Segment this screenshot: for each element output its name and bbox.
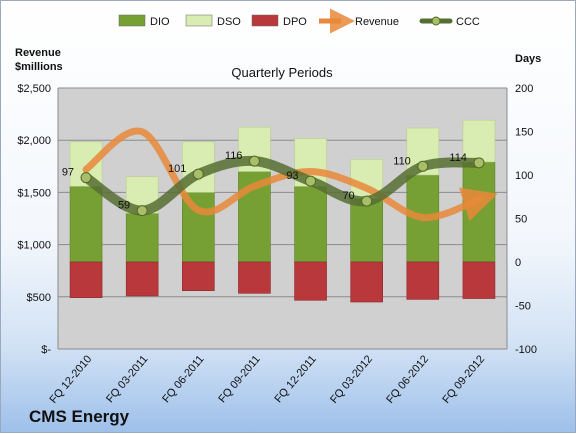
- legend-label-dso: DSO: [217, 16, 241, 28]
- left-tick-label: $-: [41, 344, 51, 356]
- x-tick-label: FQ 06-2012: [384, 353, 431, 406]
- legend-swatch-dso: [186, 15, 212, 26]
- ccc-point: [137, 206, 147, 216]
- ccc-point: [474, 158, 484, 168]
- ccc-data-label: 97: [62, 167, 74, 179]
- ccc-point: [362, 196, 372, 206]
- ccc-data-label: 110: [393, 155, 411, 167]
- legend-label-ccc: CCC: [456, 16, 480, 28]
- legend-swatch-ccc-dot: [432, 17, 440, 25]
- ccc-data-label: 101: [168, 163, 186, 175]
- x-tick-label: FQ 09-2011: [216, 353, 262, 405]
- ccc-point: [81, 173, 91, 183]
- ccc-point: [306, 176, 316, 186]
- dio-bar: [70, 186, 102, 262]
- dio-bar: [126, 213, 158, 262]
- left-tick-label: $2,000: [17, 135, 51, 147]
- dpo-bar: [238, 262, 270, 293]
- left-axis-title-line2: $millions: [15, 61, 63, 73]
- x-tick-label: FQ 03-2012: [328, 353, 375, 406]
- right-tick-label: -100: [515, 344, 537, 356]
- dpo-bar: [295, 262, 327, 300]
- dpo-bar: [407, 262, 439, 299]
- x-tick-label: FQ 12-2010: [47, 353, 94, 406]
- dpo-bar: [463, 262, 495, 299]
- right-tick-label: 50: [515, 214, 527, 226]
- left-tick-label: $500: [27, 292, 51, 304]
- company-name: CMS Energy: [29, 407, 129, 427]
- x-tick-label: FQ 06-2011: [160, 353, 206, 405]
- ccc-data-label: 116: [225, 150, 243, 162]
- right-tick-label: 0: [515, 257, 521, 269]
- left-tick-label: $1,000: [17, 240, 51, 252]
- legend-label-dio: DIO: [150, 16, 170, 28]
- ccc-point: [249, 156, 259, 166]
- x-tick-label: FQ 09-2012: [440, 353, 487, 406]
- dio-bar: [351, 198, 383, 262]
- dpo-bar: [126, 262, 158, 296]
- legend-swatch-dpo: [252, 15, 278, 26]
- legend-label-revenue: Revenue: [355, 16, 399, 28]
- legend-label-dpo: DPO: [283, 16, 307, 28]
- dso-bar: [463, 120, 495, 162]
- left-tick-label: $1,500: [17, 187, 51, 199]
- x-tick-label: FQ 12-2011: [272, 353, 318, 405]
- left-tick-label: $2,500: [17, 83, 51, 95]
- ccc-point: [418, 161, 428, 171]
- chart-title: Quarterly Periods: [231, 65, 333, 80]
- dio-bar: [463, 162, 495, 262]
- right-axis-title: Days: [515, 53, 541, 65]
- dpo-bar: [182, 262, 214, 291]
- right-tick-label: 150: [515, 127, 533, 139]
- legend-swatch-dio: [119, 15, 145, 26]
- ccc-data-label: 93: [286, 170, 298, 182]
- ccc-data-label: 70: [342, 190, 354, 202]
- dio-bar: [295, 186, 327, 262]
- ccc-data-label: 114: [449, 152, 467, 164]
- dpo-bar: [70, 262, 102, 298]
- ccc-point: [193, 169, 203, 179]
- dpo-bar: [351, 262, 383, 302]
- right-tick-label: -50: [515, 301, 531, 313]
- x-tick-label: FQ 03-2011: [104, 353, 150, 405]
- left-axis-title-line1: Revenue: [15, 47, 61, 59]
- ccc-data-label: 59: [118, 200, 130, 212]
- right-tick-label: 100: [515, 170, 533, 182]
- right-tick-label: 200: [515, 83, 533, 95]
